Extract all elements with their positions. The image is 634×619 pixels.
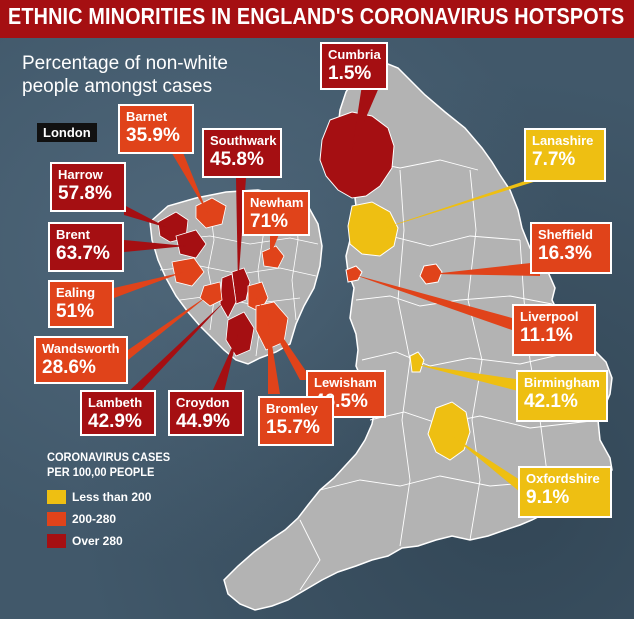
callout-sheffield-name: Sheffield	[538, 227, 593, 242]
legend-swatch-low	[47, 490, 66, 504]
callout-pointers	[114, 85, 540, 492]
callout-bromley-percent: 15.7%	[266, 417, 320, 438]
croydon-borough	[225, 311, 255, 357]
callout-oxfordshire-percent: 9.1%	[526, 487, 570, 508]
callout-birmingham-name: Birmingham	[524, 375, 600, 390]
callout-southwark-percent: 45.8%	[210, 149, 264, 170]
callout-liverpool-percent: 11.1%	[520, 325, 573, 346]
callout-ealing-percent: 51%	[56, 301, 95, 322]
callout-cumbria-name: Cumbria	[328, 47, 381, 62]
callout-harrow: Harrow 57.8%	[50, 162, 126, 212]
callout-wandsworth: Wandsworth 28.6%	[34, 336, 128, 384]
legend-swatch-high	[47, 534, 66, 548]
callout-ealing: Ealing 51%	[48, 280, 114, 328]
legend-swatch-mid	[47, 512, 66, 526]
callout-croydon: Croydon 44.9%	[168, 390, 244, 436]
callout-lambeth-name: Lambeth	[88, 395, 143, 410]
callout-barnet-name: Barnet	[126, 109, 168, 124]
liverpool-region	[345, 265, 363, 283]
map-subtitle: Percentage of non-white people amongst c…	[22, 53, 228, 97]
callout-lambeth: Lambeth 42.9%	[80, 390, 156, 436]
callout-ealing-name: Ealing	[56, 285, 96, 300]
oxfordshire-region	[427, 401, 471, 461]
legend-label-mid: 200-280	[72, 512, 117, 526]
callout-oxfordshire-name: Oxfordshire	[526, 471, 600, 486]
callout-southwark-name: Southwark	[210, 133, 277, 148]
callout-bromley: Bromley 15.7%	[258, 396, 334, 446]
callout-brent: Brent 63.7%	[48, 222, 124, 272]
callout-brent-percent: 63.7%	[56, 243, 110, 264]
london-inset-label: London	[37, 123, 97, 142]
callout-brent-name: Brent	[56, 227, 90, 242]
callout-cumbria-percent: 1.5%	[328, 63, 372, 84]
callout-sheffield: Sheffield 16.3%	[530, 222, 612, 274]
callout-newham: Newham 71%	[242, 190, 310, 236]
callout-barnet-percent: 35.9%	[126, 125, 180, 146]
callout-croydon-name: Croydon	[176, 395, 230, 410]
legend-title-line1: CORONAVIRUS CASES	[47, 450, 171, 464]
callout-croydon-percent: 44.9%	[176, 411, 230, 432]
ealing-borough	[171, 257, 205, 287]
callout-birmingham-percent: 42.1%	[524, 391, 578, 412]
callout-oxfordshire: Oxfordshire 9.1%	[518, 466, 612, 518]
title-bar: ETHNIC MINORITIES IN ENGLAND'S CORONAVIR…	[0, 0, 634, 38]
callout-wandsworth-name: Wandsworth	[42, 341, 120, 356]
callout-harrow-name: Harrow	[58, 167, 103, 182]
callout-lewisham-name: Lewisham	[314, 375, 377, 390]
legend-label-high: Over 280	[72, 534, 123, 548]
callout-liverpool-name: Liverpool	[520, 309, 579, 324]
cumbria-region	[319, 111, 395, 199]
callout-sheffield-percent: 16.3%	[538, 243, 592, 264]
callout-bromley-name: Bromley	[266, 401, 319, 416]
callout-lanashire-percent: 7.7%	[532, 149, 576, 170]
callout-harrow-percent: 57.8%	[58, 183, 112, 204]
map-title: ETHNIC MINORITIES IN ENGLAND'S CORONAVIR…	[8, 3, 625, 29]
callout-barnet: Barnet 35.9%	[118, 104, 194, 154]
callout-birmingham: Birmingham 42.1%	[516, 370, 608, 422]
callout-lambeth-percent: 42.9%	[88, 411, 142, 432]
wandsworth-borough	[199, 281, 223, 307]
callout-southwark: Southwark 45.8%	[202, 128, 282, 178]
callout-lanashire-name: Lanashire	[532, 133, 594, 148]
callout-wandsworth-percent: 28.6%	[42, 357, 96, 378]
callout-newham-name: Newham	[250, 195, 304, 210]
callout-lanashire: Lanashire 7.7%	[524, 128, 606, 182]
brent-borough	[175, 229, 207, 259]
sheffield-region	[419, 263, 443, 285]
callout-liverpool: Liverpool 11.1%	[512, 304, 596, 356]
callout-newham-percent: 71%	[250, 211, 289, 232]
legend-title-line2: PER 100,00 PEOPLE	[47, 465, 155, 479]
legend-label-low: Less than 200	[72, 490, 152, 504]
lanashire-region	[347, 201, 399, 257]
callout-cumbria: Cumbria 1.5%	[320, 42, 388, 90]
legend-title: CORONAVIRUS CASES PER 100,00 PEOPLE	[47, 450, 170, 480]
